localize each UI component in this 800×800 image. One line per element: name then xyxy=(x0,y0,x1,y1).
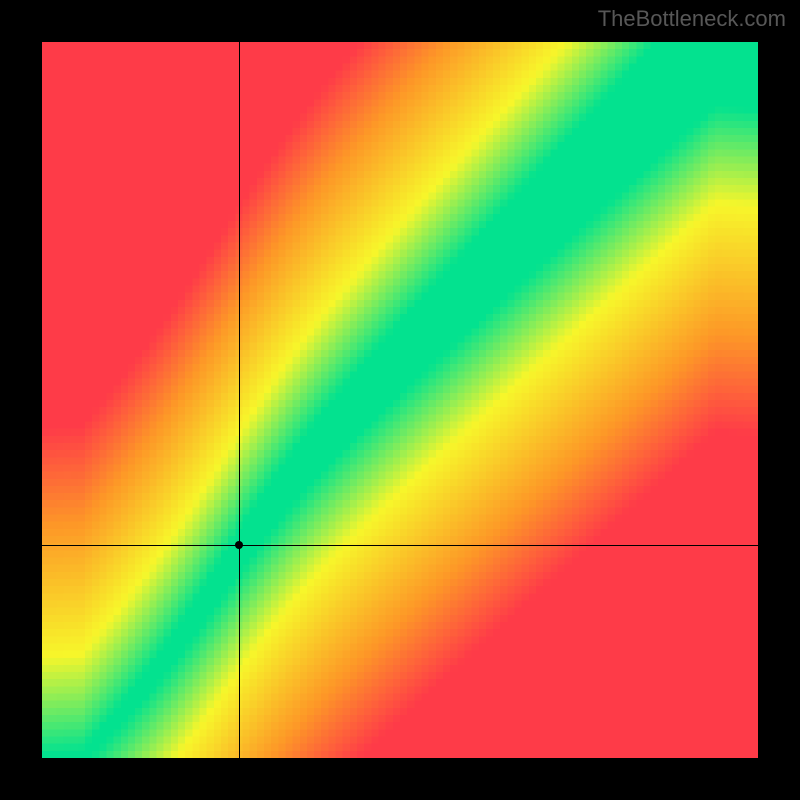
heatmap-canvas xyxy=(42,42,758,758)
chart-stage: TheBottleneck.com xyxy=(0,0,800,800)
crosshair-vertical xyxy=(239,42,240,758)
crosshair-horizontal xyxy=(42,545,758,546)
selected-point-marker xyxy=(235,541,243,549)
watermark-text: TheBottleneck.com xyxy=(598,6,786,32)
plot-area xyxy=(42,42,758,758)
